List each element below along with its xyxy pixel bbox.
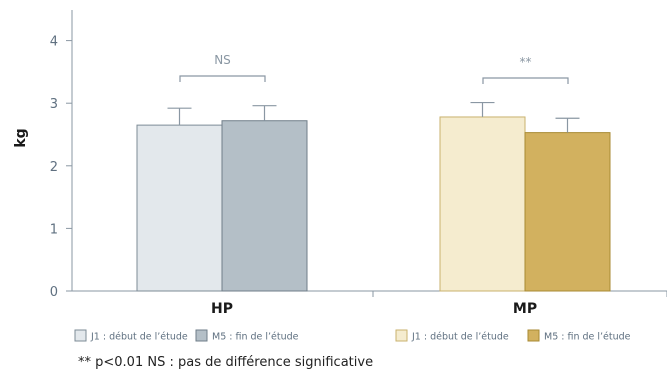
legend-swatch <box>195 329 208 342</box>
bars <box>136 101 611 292</box>
significance-bracket <box>179 75 266 82</box>
y-tick-label: 4 <box>50 35 58 50</box>
x-category-label: MP <box>513 301 537 317</box>
y-tick-label: 1 <box>50 222 58 237</box>
footnote: ** p<0.01 NS : pas de différence signifi… <box>78 355 374 370</box>
bar <box>221 120 308 292</box>
legend-label: J1 : début de l’étude <box>411 332 509 343</box>
legend-swatch <box>74 329 87 342</box>
legend: J1 : début de l’étude M5 : fin de l’étude… <box>74 329 631 343</box>
y-axis-label: kg <box>13 128 29 147</box>
significance-bracket <box>482 77 569 84</box>
y-tick-label: 2 <box>50 160 58 175</box>
bar <box>524 132 611 292</box>
bar <box>136 124 223 292</box>
significance-label: NS <box>214 53 231 67</box>
significance-label: ** <box>520 55 532 69</box>
x-category-label: HP <box>211 301 233 317</box>
significance-brackets: NS ** <box>179 53 569 84</box>
legend-swatch <box>395 329 408 342</box>
legend-label: J1 : début de l’étude <box>90 332 188 343</box>
legend-swatch <box>527 329 540 342</box>
legend-label: M5 : fin de l’étude <box>544 332 631 343</box>
legend-label: M5 : fin de l’étude <box>212 332 299 343</box>
y-tick-label: 3 <box>50 97 58 112</box>
y-tick-label: 0 <box>50 285 58 300</box>
bar <box>439 116 526 292</box>
